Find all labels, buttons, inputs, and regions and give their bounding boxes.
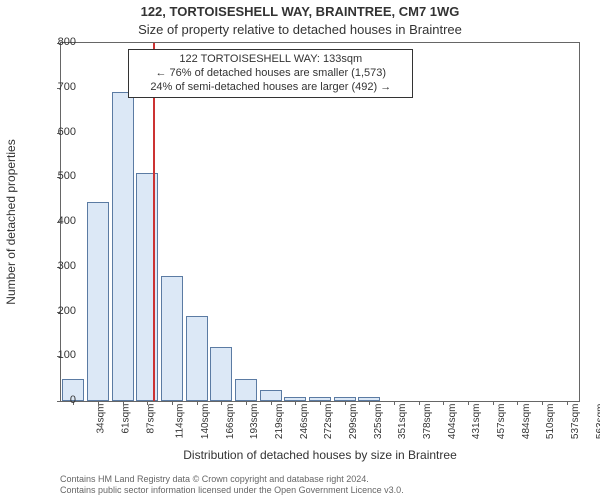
title-subtitle: Size of property relative to detached ho… [0, 22, 600, 37]
credits-line1: Contains HM Land Registry data © Crown c… [60, 474, 590, 485]
x-tick-label: 510sqm [545, 404, 556, 440]
x-tick-label: 34sqm [96, 404, 107, 434]
x-tick [320, 401, 321, 405]
histogram-bar [87, 202, 109, 401]
x-tick-label: 563sqm [595, 404, 600, 440]
chart-container: 122, TORTOISESHELL WAY, BRAINTREE, CM7 1… [0, 0, 600, 500]
x-tick-label: 87sqm [145, 404, 156, 434]
x-tick-label: 299sqm [348, 404, 359, 440]
info-line-1: 122 TORTOISESHELL WAY: 133sqm [135, 53, 406, 67]
x-tick-label: 166sqm [225, 404, 236, 440]
x-tick-label: 325sqm [373, 404, 384, 440]
x-tick [295, 401, 296, 405]
x-axis-label: Distribution of detached houses by size … [60, 448, 580, 462]
x-tick-label: 272sqm [323, 404, 334, 440]
x-tick [345, 401, 346, 405]
y-tick-label: 600 [48, 126, 76, 138]
x-tick [221, 401, 222, 405]
x-tick-label: 484sqm [521, 404, 532, 440]
x-tick-label: 219sqm [274, 404, 285, 440]
y-tick-label: 500 [48, 170, 76, 182]
y-tick-label: 700 [48, 81, 76, 93]
info-line-2: ← 76% of detached houses are smaller (1,… [135, 67, 406, 81]
histogram-bar [210, 347, 232, 401]
credits-line2: Contains public sector information licen… [60, 485, 590, 496]
histogram-bar [136, 173, 158, 401]
info-box: 122 TORTOISESHELL WAY: 133sqm← 76% of de… [128, 49, 413, 98]
title-address: 122, TORTOISESHELL WAY, BRAINTREE, CM7 1… [0, 4, 600, 19]
x-tick [567, 401, 568, 405]
x-tick-label: 140sqm [200, 404, 211, 440]
x-tick-label: 378sqm [422, 404, 433, 440]
histogram-bar [161, 276, 183, 401]
x-tick [172, 401, 173, 405]
histogram-bar [112, 92, 134, 401]
x-tick [123, 401, 124, 405]
x-tick [542, 401, 543, 405]
info-line-3: 24% of semi-detached houses are larger (… [135, 81, 406, 95]
y-tick-label: 400 [48, 215, 76, 227]
x-tick [443, 401, 444, 405]
x-tick [369, 401, 370, 405]
x-tick [98, 401, 99, 405]
x-tick [517, 401, 518, 405]
y-axis-label: Number of detached properties [4, 42, 18, 402]
x-tick [394, 401, 395, 405]
x-tick-label: 537sqm [570, 404, 581, 440]
x-tick-label: 457sqm [496, 404, 507, 440]
histogram-bar [235, 379, 257, 401]
x-tick [271, 401, 272, 405]
y-tick-label: 100 [48, 349, 76, 361]
y-tick-label: 0 [48, 394, 76, 406]
x-tick [147, 401, 148, 405]
x-tick [468, 401, 469, 405]
y-tick-label: 200 [48, 305, 76, 317]
x-tick [246, 401, 247, 405]
x-tick-label: 351sqm [397, 404, 408, 440]
x-tick-label: 193sqm [249, 404, 260, 440]
plot-area: 34sqm61sqm87sqm114sqm140sqm166sqm193sqm2… [60, 42, 580, 402]
x-tick-label: 404sqm [447, 404, 458, 440]
x-tick [197, 401, 198, 405]
histogram-bar [186, 316, 208, 401]
credits: Contains HM Land Registry data © Crown c… [60, 474, 590, 497]
x-tick-label: 246sqm [299, 404, 310, 440]
x-tick [493, 401, 494, 405]
x-tick [419, 401, 420, 405]
x-tick-label: 61sqm [121, 404, 132, 434]
x-tick-label: 431sqm [471, 404, 482, 440]
histogram-bar [260, 390, 282, 401]
x-tick-label: 114sqm [175, 404, 186, 439]
y-tick-label: 300 [48, 260, 76, 272]
y-tick-label: 800 [48, 36, 76, 48]
